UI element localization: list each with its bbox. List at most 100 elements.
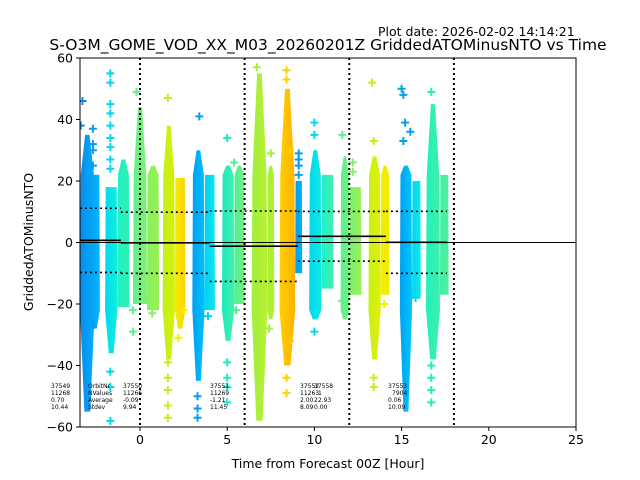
scatter-point — [310, 327, 319, 336]
chart-title: S-O3M_GOME_VOD_XX_M03_20260201Z GriddedA… — [49, 36, 606, 55]
orbit-stat-label: Stdev — [88, 404, 106, 411]
y-tick-label: 60 — [57, 51, 73, 66]
scatter-strip — [251, 73, 268, 421]
scatter-point — [193, 404, 202, 413]
scatter-point — [80, 121, 85, 130]
scatter-point — [230, 158, 239, 167]
scatter-point — [369, 373, 378, 382]
scatter-point — [106, 69, 115, 78]
scatter-point — [282, 75, 291, 84]
scatter-point — [193, 392, 202, 401]
orbit-stat-nvalues: 7904 — [392, 390, 407, 397]
scatter-point — [252, 63, 261, 72]
y-tick-label: 0 — [65, 235, 73, 250]
orbit-stat-label: OrbitNr — [88, 383, 111, 390]
y-axis: −60 −40 −20 0 20 40 60 — [47, 51, 80, 435]
scatter-point — [285, 146, 294, 155]
scatter-point — [427, 361, 436, 370]
reference-lines — [80, 58, 576, 427]
orbit-stat-nvalues: 11266 — [123, 390, 142, 397]
scatter-points — [80, 63, 449, 425]
scatter-point — [338, 296, 347, 305]
scatter-point — [106, 100, 115, 109]
orbit-stat-orbit: 37551 — [210, 383, 229, 390]
orbit-stat-label: Average — [88, 397, 113, 404]
orbit-stat-nvalues: 11269 — [210, 390, 229, 397]
scatter-strip — [279, 88, 296, 366]
scatter-point — [80, 97, 87, 106]
scatter-point — [163, 358, 172, 367]
orbit-stat-stdev: 0.00 — [314, 404, 328, 411]
scatter-strip — [174, 177, 186, 329]
orbit-stat-stdev: 10.44 — [51, 404, 68, 411]
scatter-point — [132, 87, 141, 96]
scatter-point — [367, 78, 376, 87]
orbit-stat-stdev: 8.09 — [300, 404, 314, 411]
scatter-point — [106, 416, 115, 425]
scatter-strip — [117, 159, 130, 308]
scatter-point — [310, 130, 319, 139]
x-tick-label: 10 — [306, 432, 322, 447]
scatter-point — [106, 383, 115, 392]
orbit-stat-average: 22.93 — [314, 397, 331, 404]
scatter-strip — [234, 165, 245, 304]
scatter-point — [106, 133, 115, 142]
orbit-stat-orbit: 37558 — [314, 383, 333, 390]
scatter-strip — [295, 181, 303, 274]
scatter-point — [204, 312, 213, 321]
scatter-point — [223, 133, 232, 142]
orbit-stat-label: NValues — [88, 390, 112, 397]
scatter-point — [106, 78, 115, 87]
scatter-point — [348, 158, 357, 167]
x-tick-label: 25 — [568, 432, 584, 447]
scatter-point — [427, 398, 436, 407]
scatter-strip — [105, 187, 118, 354]
scatter-point — [106, 367, 115, 376]
scatter-point — [106, 109, 115, 118]
scatter-point — [193, 413, 202, 422]
scatter-point — [427, 386, 436, 395]
y-tick-label: −20 — [47, 297, 73, 312]
scatter-point — [88, 161, 97, 170]
scatter-point — [129, 306, 138, 315]
scatter-point — [294, 161, 303, 170]
scatter-strip — [412, 181, 421, 298]
scatter-point — [348, 167, 357, 176]
orbit-stat-orbit: 37553 — [388, 383, 407, 390]
scatter-strip — [89, 174, 100, 329]
x-tick-label: 0 — [136, 432, 144, 447]
y-tick-label: 40 — [57, 112, 73, 127]
orbit-stat-stdev: 11.45 — [210, 404, 227, 411]
orbit-stat-stdev: 9.94 — [123, 404, 137, 411]
scatter-strip — [340, 156, 350, 320]
y-tick-label: −60 — [47, 420, 73, 435]
scatter-strip — [309, 150, 322, 320]
orbit-stat-orbit: 37549 — [51, 383, 70, 390]
scatter-point — [223, 383, 232, 392]
scatter-point — [163, 93, 172, 102]
x-axis: 0 5 10 15 20 25 — [136, 427, 584, 447]
scatter-strip — [439, 174, 449, 295]
orbit-stat-orbit: 37550 — [123, 383, 142, 390]
x-tick-label: 15 — [394, 432, 410, 447]
scatter-strip — [380, 165, 390, 295]
scatter-point — [310, 118, 319, 127]
scatter-point — [338, 130, 347, 139]
scatter-strip — [399, 165, 413, 412]
scatter-point — [163, 386, 172, 395]
scatter-point — [88, 146, 97, 155]
scatter-point — [88, 124, 97, 133]
x-tick-label: 5 — [223, 432, 231, 447]
scatter-point — [285, 336, 294, 345]
scatter-strip — [368, 156, 381, 360]
scatter-point — [282, 389, 291, 398]
x-tick-label: 20 — [481, 432, 497, 447]
scatter-point — [174, 333, 183, 342]
scatter-point — [223, 373, 232, 382]
scatter-point — [106, 155, 115, 164]
y-tick-label: −40 — [47, 358, 73, 373]
scatter-strip — [221, 165, 235, 341]
